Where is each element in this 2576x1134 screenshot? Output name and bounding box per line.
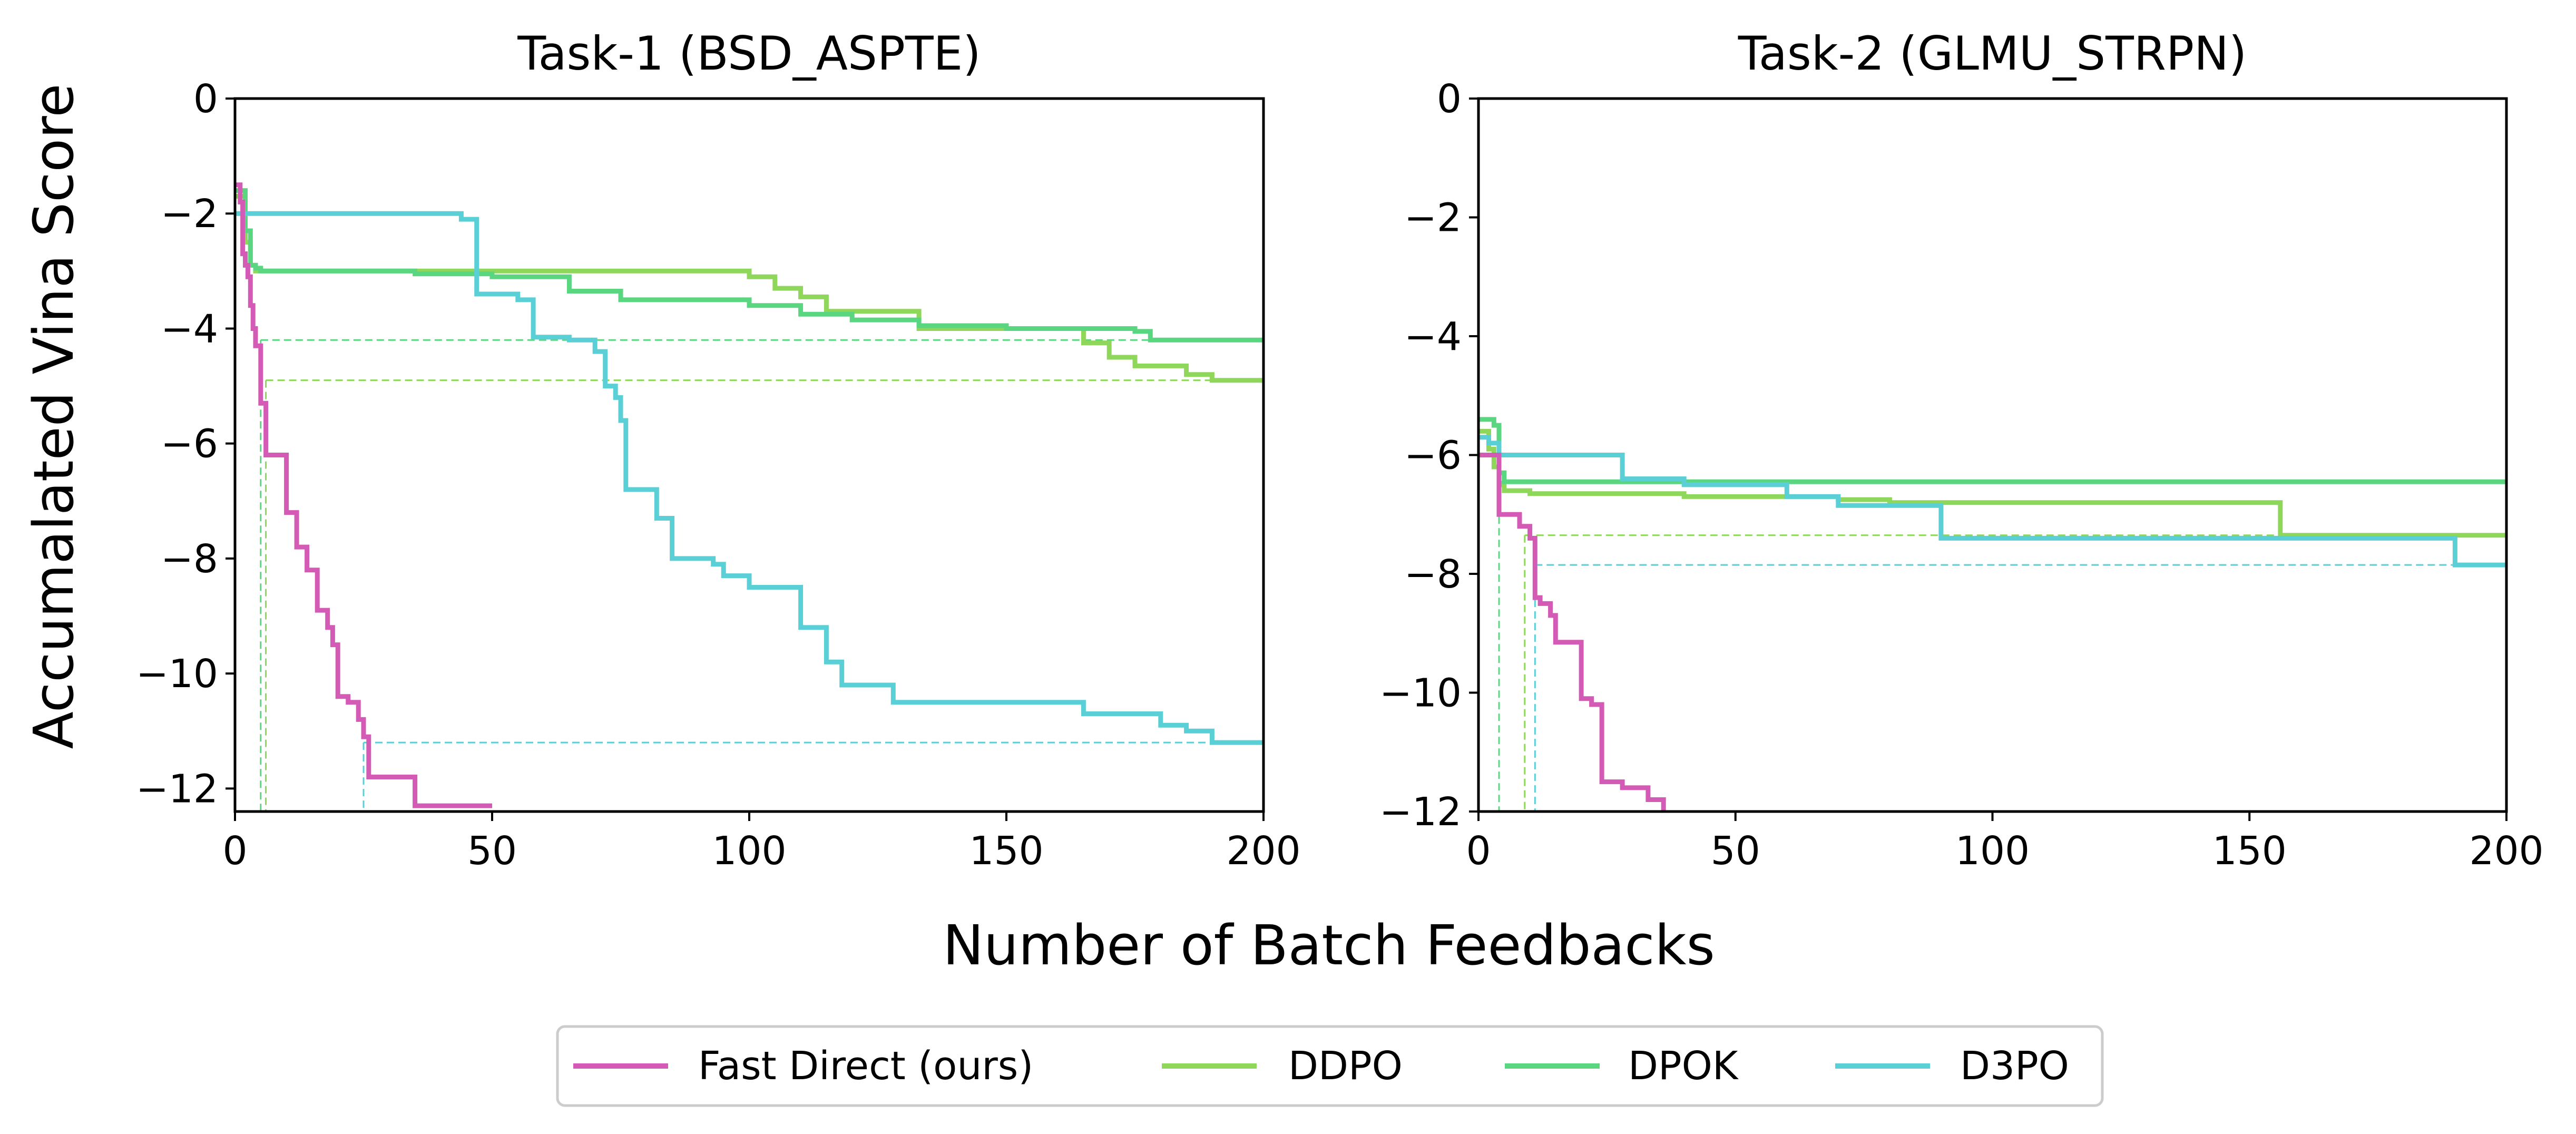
legend: Fast Direct (ours) DDPO DPOK D3PO — [556, 1025, 2104, 1107]
plot-frame — [233, 97, 1265, 813]
legend-frame — [556, 1025, 2104, 1107]
x-tick-label: 0 — [222, 828, 247, 874]
x-tick-label: 100 — [712, 828, 786, 874]
x-tick-label: 50 — [467, 828, 517, 874]
series-line-dpok — [235, 188, 1263, 343]
x-tick-label: 100 — [1955, 828, 2030, 874]
x-tick-label: 150 — [969, 828, 1043, 874]
y-tick-label: −10 — [136, 651, 218, 697]
legend-item-ddpo: DDPO — [1162, 1043, 1403, 1089]
chart-title: Task-2 (GLMU_STRPN) — [1738, 26, 2247, 81]
series-line-fast-direct-ours — [235, 182, 492, 808]
legend-label-fast-direct: Fast Direct (ours) — [698, 1043, 1033, 1089]
y-tick-label: −8 — [1404, 552, 1462, 597]
y-tick-label: −2 — [1404, 195, 1462, 241]
x-tick-label: 200 — [2469, 828, 2543, 874]
y-tick-label: −4 — [161, 306, 218, 351]
task-2-panel: 0 50 100 150 200 0 −2 −4 −6 −8 −10 −12 Task-2 (GLMU_… — [1379, 26, 2544, 874]
legend-label-d3po: D3PO — [1960, 1043, 2069, 1089]
y-tick-label: 0 — [1437, 76, 1462, 122]
legend-label-ddpo: DDPO — [1288, 1043, 1403, 1089]
y-tick-label: −4 — [1404, 314, 1462, 359]
y-tick-label: −10 — [1379, 671, 1462, 716]
x-tick-label: 150 — [2212, 828, 2287, 874]
legend-item-fast-direct: Fast Direct (ours) — [573, 1043, 1033, 1089]
plot-area — [235, 182, 1263, 812]
legend-label-dpok: DPOK — [1628, 1043, 1739, 1089]
plot-frame — [1477, 97, 2508, 813]
series-line-dpok — [1478, 417, 2506, 484]
series-line-d3po — [1478, 435, 2506, 568]
y-tick-label: −12 — [1379, 789, 1462, 835]
series-line-d3po — [235, 211, 1263, 745]
series-line-fast-direct-ours — [1478, 453, 1666, 812]
x-tick-label: 0 — [1466, 828, 1491, 874]
legend-item-dpok: DPOK — [1505, 1043, 1739, 1089]
x-tick-label: 50 — [1711, 828, 1760, 874]
shared-y-axis-label: Accumalated Vina Score — [22, 84, 86, 749]
y-tick-label: −6 — [161, 422, 218, 467]
plot-area — [1478, 417, 2506, 812]
chart-title: Task-1 (BSD_ASPTE) — [517, 26, 981, 81]
y-tick-label: −8 — [161, 536, 218, 582]
series-line-ddpo — [1478, 428, 2506, 538]
shared-x-axis-label: Number of Batch Feedbacks — [943, 913, 1715, 977]
y-tick-label: −2 — [161, 191, 218, 237]
series-line-ddpo — [235, 194, 1263, 383]
y-tick-label: 0 — [193, 76, 218, 122]
task-1-panel: 0 50 100 150 200 0 −2 −4 −6 −8 −10 −12 Task-1 (BSD_A… — [136, 26, 1301, 874]
y-tick-label: −6 — [1404, 433, 1462, 478]
y-tick-label: −12 — [136, 766, 218, 812]
x-tick-label: 200 — [1226, 828, 1300, 874]
legend-item-d3po: D3PO — [1835, 1043, 2069, 1089]
